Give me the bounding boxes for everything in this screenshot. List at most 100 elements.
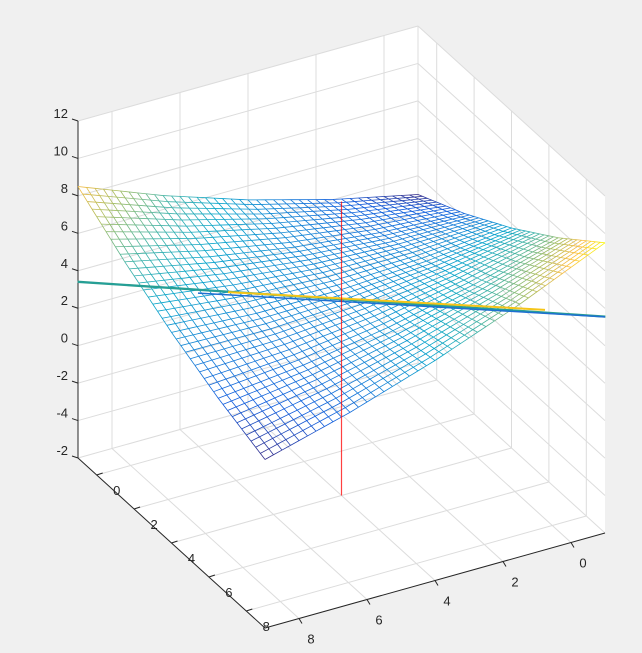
mesh-line (324, 246, 330, 251)
mesh-line (383, 275, 389, 279)
mesh-line (362, 233, 372, 236)
mesh-line (307, 238, 316, 241)
mesh-line (129, 204, 135, 212)
mesh-line (432, 204, 438, 208)
mesh-line (271, 223, 277, 229)
mesh-line (199, 301, 209, 305)
mesh-line (489, 312, 499, 319)
mesh-line (407, 246, 417, 251)
mesh-line (259, 436, 265, 444)
mesh-line (236, 213, 242, 220)
mesh-line (522, 237, 532, 243)
mesh-line (207, 368, 214, 376)
mesh-line (341, 411, 351, 418)
mesh-line (359, 358, 365, 363)
mesh-line (189, 277, 195, 284)
mesh-line (219, 280, 225, 287)
mesh-line (335, 220, 345, 223)
mesh-line (259, 366, 265, 373)
mesh-line (389, 235, 398, 239)
mesh-line (213, 306, 222, 309)
mesh-line (234, 240, 243, 243)
mesh-line (497, 223, 503, 226)
mesh-line (391, 225, 397, 230)
mesh-line (553, 273, 563, 280)
mesh-line (327, 402, 333, 408)
mesh-line (492, 248, 502, 254)
mesh-line (293, 284, 299, 290)
mesh-line (274, 393, 284, 399)
mesh-line (396, 263, 405, 267)
mesh-line (529, 264, 535, 267)
mesh-line (226, 254, 232, 261)
mesh-line (383, 272, 393, 276)
mesh-line (375, 334, 385, 339)
mesh-line (266, 264, 275, 268)
mesh-line (272, 243, 279, 250)
mesh-line (374, 265, 384, 269)
mesh-line (533, 258, 539, 261)
mesh-line (424, 241, 434, 245)
mesh-line (288, 279, 294, 285)
mesh-line (291, 216, 298, 222)
mesh-line (322, 269, 332, 273)
mesh-line (428, 206, 438, 210)
mesh-line (154, 265, 164, 268)
mesh-line (372, 249, 378, 254)
mesh-line (479, 254, 485, 258)
mesh-line (263, 284, 269, 291)
mesh-line (162, 316, 171, 319)
mesh-line (150, 274, 157, 282)
mesh-line (497, 262, 503, 265)
mesh-line (196, 324, 206, 328)
mesh-line (378, 315, 388, 321)
mesh-line (430, 356, 436, 361)
mesh-line (556, 256, 561, 258)
mesh-line (299, 249, 308, 252)
mesh-line (442, 245, 448, 250)
mesh-line (140, 245, 146, 254)
mesh-line (292, 324, 301, 329)
mesh-line (312, 314, 318, 320)
mesh-line (376, 242, 386, 246)
mesh-line (258, 277, 268, 281)
mesh-line (344, 393, 350, 399)
mesh-line (371, 330, 380, 336)
mesh-line (440, 264, 450, 269)
mesh-line (360, 219, 366, 224)
mesh-line (377, 361, 383, 367)
mesh-line (368, 210, 374, 215)
mesh-line (313, 326, 319, 332)
mesh-line (516, 228, 521, 231)
mesh-line (231, 397, 241, 402)
mesh-line (108, 195, 117, 198)
mesh-line (195, 238, 201, 245)
mesh-line (278, 322, 288, 327)
mesh-line (392, 195, 402, 197)
mesh-line (246, 301, 253, 308)
mesh-line (217, 255, 224, 262)
mesh-line (229, 305, 236, 312)
mesh-line (336, 229, 345, 232)
mesh-line (320, 300, 326, 306)
mesh-line (193, 269, 203, 271)
mesh-line (353, 226, 362, 229)
mesh-line (291, 262, 297, 268)
mesh-line (404, 219, 410, 223)
mesh-line (389, 243, 399, 247)
mesh-line (337, 358, 347, 363)
mesh-line (518, 284, 524, 288)
mesh-line (485, 273, 491, 276)
mesh-line (480, 313, 486, 317)
mesh-line (393, 200, 402, 202)
mesh-line (472, 329, 478, 333)
mesh-line (379, 330, 385, 335)
mesh-line (359, 246, 369, 250)
mesh-line (223, 208, 229, 215)
mesh-line (156, 295, 162, 304)
mesh-line (399, 260, 406, 265)
mesh-line (423, 236, 429, 240)
mesh-line (371, 241, 377, 246)
mesh-line (482, 238, 491, 244)
